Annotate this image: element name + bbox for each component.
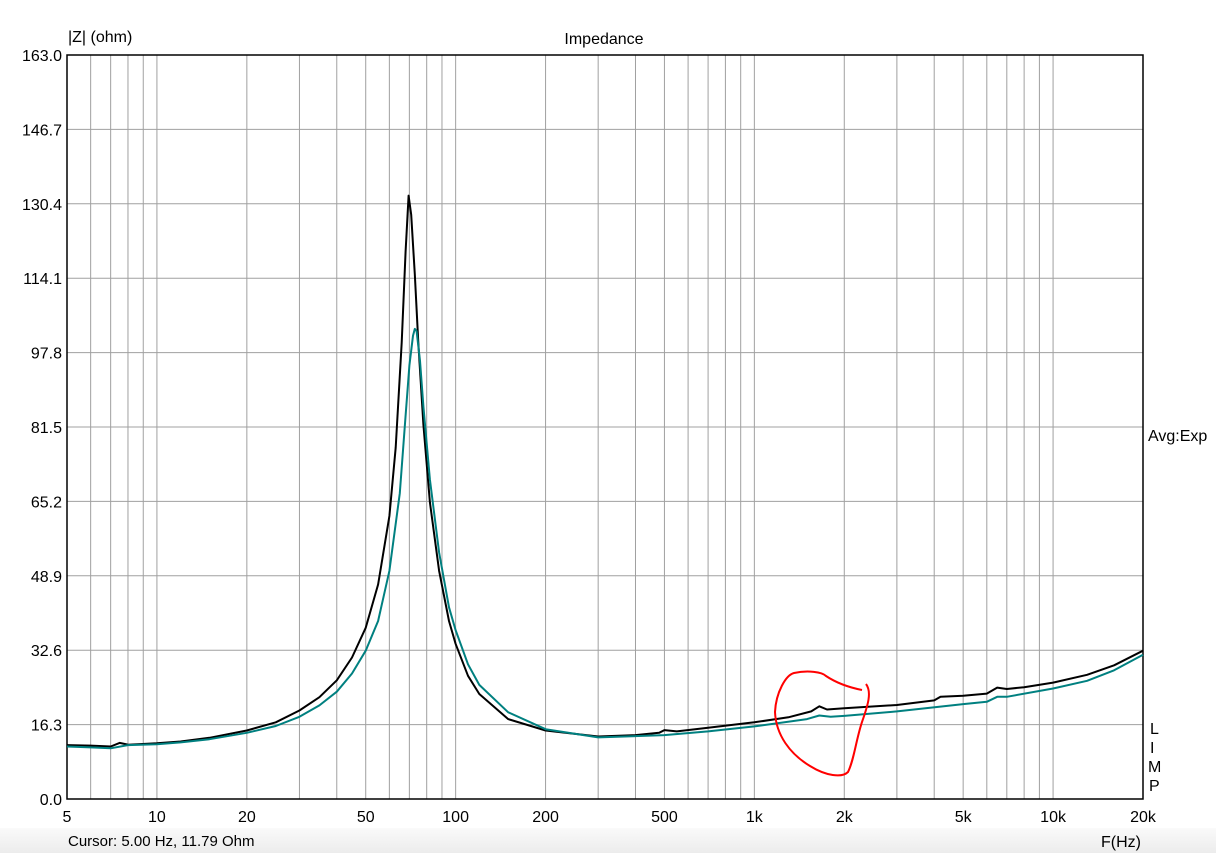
- y-tick-label: 130.4: [22, 197, 62, 214]
- y-axis-label: |Z| (ohm): [68, 29, 132, 46]
- limp-letter-p: P: [1149, 778, 1160, 795]
- x-tick-label: 5k: [955, 809, 973, 826]
- x-tick-label: 200: [532, 809, 559, 826]
- limp-letter-l: L: [1150, 721, 1159, 738]
- y-tick-label: 81.5: [31, 420, 62, 437]
- series: [66, 194, 1144, 750]
- x-tick-label: 1k: [746, 809, 764, 826]
- y-tick-label: 48.9: [31, 569, 62, 586]
- x-tick-label: 50: [357, 809, 375, 826]
- series-line-1: [66, 194, 1144, 748]
- chart-title: Impedance: [564, 31, 643, 48]
- y-tick-label: 163.0: [22, 48, 62, 65]
- y-tick-label: 97.8: [31, 346, 62, 363]
- y-tick-label: 32.6: [31, 643, 62, 660]
- y-tick-label: 146.7: [22, 122, 62, 139]
- x-axis-label: F(Hz): [1101, 834, 1141, 851]
- limp-letter-m: M: [1148, 759, 1161, 776]
- x-tick-label: 10k: [1040, 809, 1067, 826]
- x-tick-label: 5: [63, 809, 72, 826]
- y-tick-label: 114.1: [23, 271, 62, 288]
- grid: [66, 54, 1144, 800]
- status-bar: [0, 828, 1216, 853]
- x-tick-label: 100: [442, 809, 469, 826]
- plot-frame: [66, 54, 1144, 800]
- red-highlight-circle: [773, 670, 870, 777]
- y-tick-label: 0.0: [40, 792, 62, 809]
- x-tick-label: 20k: [1130, 809, 1157, 826]
- avg-label: Avg:Exp: [1148, 428, 1207, 445]
- y-tick-label: 65.2: [31, 494, 62, 511]
- x-tick-label: 10: [148, 809, 166, 826]
- cursor-readout: Cursor: 5.00 Hz, 11.79 Ohm: [68, 833, 255, 850]
- tick-labels: 0.0 16.3 32.6 48.9 65.2 81.5 97.8 114.1 130.4 146…: [22, 48, 1157, 826]
- limp-letter-i: I: [1150, 740, 1154, 757]
- y-tick-label: 16.3: [31, 718, 62, 735]
- series-line-2: [66, 327, 1144, 750]
- x-tick-label: 2k: [836, 809, 854, 826]
- x-tick-label: 500: [651, 809, 678, 826]
- x-tick-label: 20: [238, 809, 256, 826]
